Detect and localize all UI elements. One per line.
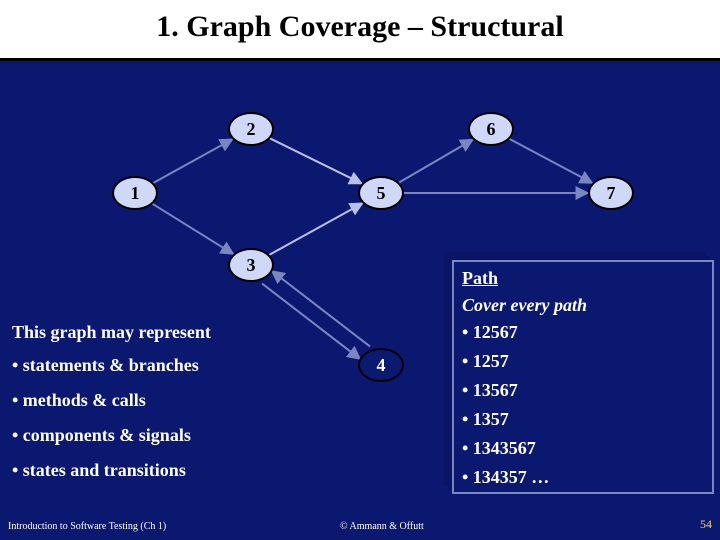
left-block-item: • components & signals [12,425,292,446]
path-card-item: • 12567 [454,318,712,347]
path-card-item: • 13567 [454,376,712,405]
path-card: Path Cover every path • 12567 • 1257 • 1… [452,260,714,494]
graph-node-2: 2 [228,112,274,146]
footer-page-number: 54 [700,517,712,532]
path-card-item: • 134357 … [454,463,712,492]
graph-node-1: 1 [112,176,158,210]
footer-left: Introduction to Software Testing (Ch 1) [8,521,166,532]
path-card-item: • 1257 [454,347,712,376]
graph-node-7: 7 [588,176,634,210]
left-block-item: • statements & branches [12,355,292,376]
graph-node-4: 4 [358,348,404,382]
path-card-item: • 1357 [454,405,712,434]
path-card-item: • 1343567 [454,434,712,463]
path-card-subtitle: Cover every path [454,291,712,318]
left-block-item: • methods & calls [12,390,292,411]
left-block-item: • states and transitions [12,460,292,481]
footer-center: © Ammann & Offutt [340,521,424,532]
graph-node-5: 5 [358,176,404,210]
slide: 1. Graph Coverage – Structural 1234567 T… [0,0,720,540]
graph-node-3: 3 [228,248,274,282]
left-block-header: This graph may represent [12,322,292,343]
left-block: This graph may represent • statements & … [12,322,292,495]
path-card-title: Path [454,262,712,291]
graph-node-6: 6 [468,112,514,146]
